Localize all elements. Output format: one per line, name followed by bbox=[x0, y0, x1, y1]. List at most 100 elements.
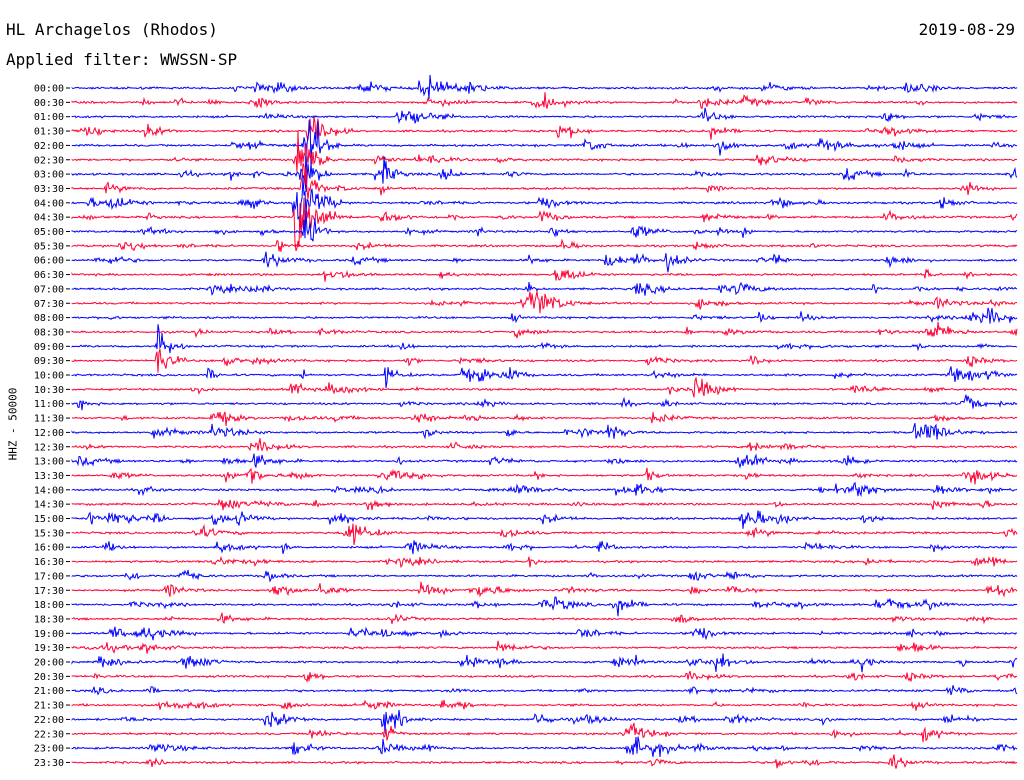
seismic-trace bbox=[71, 754, 1018, 769]
seismic-trace bbox=[71, 523, 1018, 545]
seismic-trace bbox=[71, 540, 1018, 555]
seismic-trace bbox=[71, 197, 1018, 252]
seismic-trace bbox=[71, 163, 1018, 200]
seismic-trace bbox=[71, 177, 1018, 228]
seismic-trace bbox=[71, 208, 1018, 242]
seismic-trace bbox=[71, 467, 1018, 485]
seismic-trace bbox=[71, 116, 1018, 141]
row-time-label: 08:00 bbox=[34, 313, 64, 324]
row-time-label: 09:00 bbox=[34, 342, 64, 353]
seismic-trace bbox=[71, 626, 1018, 641]
row-time-label: 07:00 bbox=[34, 284, 64, 295]
row-time-label: 04:30 bbox=[34, 213, 64, 224]
seismic-trace bbox=[71, 581, 1018, 598]
row-time-label: 11:30 bbox=[34, 414, 64, 425]
row-time-label: 18:30 bbox=[34, 614, 64, 625]
seismic-trace bbox=[71, 438, 1018, 453]
row-time-label: 00:00 bbox=[34, 84, 64, 95]
row-time-label: 15:00 bbox=[34, 514, 64, 525]
seismic-trace bbox=[71, 92, 1018, 110]
seismic-trace bbox=[71, 376, 1018, 398]
seismic-trace bbox=[71, 238, 1018, 252]
row-time-label: 23:30 bbox=[34, 758, 64, 769]
row-time-label: 21:30 bbox=[34, 701, 64, 712]
seismic-trace bbox=[71, 422, 1018, 440]
station-title: HL Archagelos (Rhodos) bbox=[6, 20, 218, 39]
seismic-trace bbox=[71, 670, 1018, 683]
seismic-trace bbox=[71, 699, 1018, 711]
seismic-trace bbox=[71, 510, 1018, 529]
row-time-label: 16:00 bbox=[34, 543, 64, 554]
seismic-trace bbox=[71, 596, 1018, 617]
row-time-label: 20:30 bbox=[34, 672, 64, 683]
row-time-label: 22:30 bbox=[34, 729, 64, 740]
seismic-trace bbox=[71, 324, 1018, 354]
row-time-label: 18:00 bbox=[34, 600, 64, 611]
row-time-label: 03:00 bbox=[34, 170, 64, 181]
seismic-trace bbox=[71, 555, 1018, 569]
row-time-label: 16:30 bbox=[34, 557, 64, 568]
row-time-label: 12:00 bbox=[34, 428, 64, 439]
row-time-label: 21:00 bbox=[34, 686, 64, 697]
row-time-label: 20:00 bbox=[34, 658, 64, 669]
row-time-label: 17:00 bbox=[34, 571, 64, 582]
row-time-label: 17:30 bbox=[34, 586, 64, 597]
seismic-trace bbox=[71, 268, 1018, 282]
seismic-trace bbox=[71, 74, 1018, 100]
row-time-label: 14:00 bbox=[34, 485, 64, 496]
seismic-trace bbox=[71, 709, 1018, 734]
row-time-label: 23:00 bbox=[34, 744, 64, 755]
seismic-trace bbox=[71, 394, 1018, 411]
seismic-trace bbox=[71, 736, 1018, 757]
seismic-trace bbox=[71, 640, 1018, 654]
row-time-label: 04:00 bbox=[34, 198, 64, 209]
seismic-trace bbox=[71, 130, 1018, 173]
seismic-trace bbox=[71, 722, 1018, 743]
row-time-label: 05:30 bbox=[34, 241, 64, 252]
seismic-trace bbox=[71, 569, 1018, 583]
row-time-label: 01:30 bbox=[34, 127, 64, 138]
seismic-trace bbox=[71, 498, 1018, 511]
seismic-trace bbox=[71, 156, 1018, 191]
row-time-label: 06:30 bbox=[34, 270, 64, 281]
seismic-trace bbox=[71, 349, 1018, 373]
row-time-label: 02:30 bbox=[34, 155, 64, 166]
row-time-label: 10:00 bbox=[34, 371, 64, 382]
row-time-label: 08:30 bbox=[34, 327, 64, 338]
seismic-trace bbox=[71, 118, 1018, 192]
seismic-trace bbox=[71, 685, 1018, 696]
seismic-trace bbox=[71, 251, 1018, 273]
row-time-label: 11:00 bbox=[34, 399, 64, 410]
row-time-label: 03:30 bbox=[34, 184, 64, 195]
seismic-trace bbox=[71, 411, 1018, 426]
seismic-trace bbox=[71, 281, 1018, 296]
filter-subtitle: Applied filter: WWSSN-SP bbox=[6, 50, 238, 69]
row-time-label: 19:00 bbox=[34, 629, 64, 640]
row-time-label: 19:30 bbox=[34, 643, 64, 654]
seismic-trace bbox=[71, 291, 1018, 314]
seismic-trace bbox=[71, 107, 1018, 125]
seismic-trace bbox=[71, 366, 1018, 388]
row-time-label: 09:30 bbox=[34, 356, 64, 367]
row-time-label: 06:00 bbox=[34, 256, 64, 267]
seismic-trace bbox=[71, 612, 1018, 625]
row-time-label: 02:00 bbox=[34, 141, 64, 152]
seismic-trace bbox=[71, 453, 1018, 469]
seismic-trace bbox=[71, 307, 1018, 324]
row-time-label: 05:00 bbox=[34, 227, 64, 238]
row-time-label: 13:00 bbox=[34, 457, 64, 468]
row-time-label: 14:30 bbox=[34, 500, 64, 511]
row-time-label: 12:30 bbox=[34, 442, 64, 453]
row-time-label: 22:00 bbox=[34, 715, 64, 726]
row-time-label: 07:30 bbox=[34, 299, 64, 310]
row-time-label: 10:30 bbox=[34, 385, 64, 396]
seismic-trace bbox=[71, 321, 1018, 339]
seismic-trace bbox=[71, 653, 1018, 673]
row-time-label: 13:30 bbox=[34, 471, 64, 482]
row-time-label: 01:00 bbox=[34, 112, 64, 123]
row-time-label: 15:30 bbox=[34, 528, 64, 539]
date-label: 2019-08-29 bbox=[918, 20, 1015, 39]
row-time-label: 00:30 bbox=[34, 98, 64, 109]
